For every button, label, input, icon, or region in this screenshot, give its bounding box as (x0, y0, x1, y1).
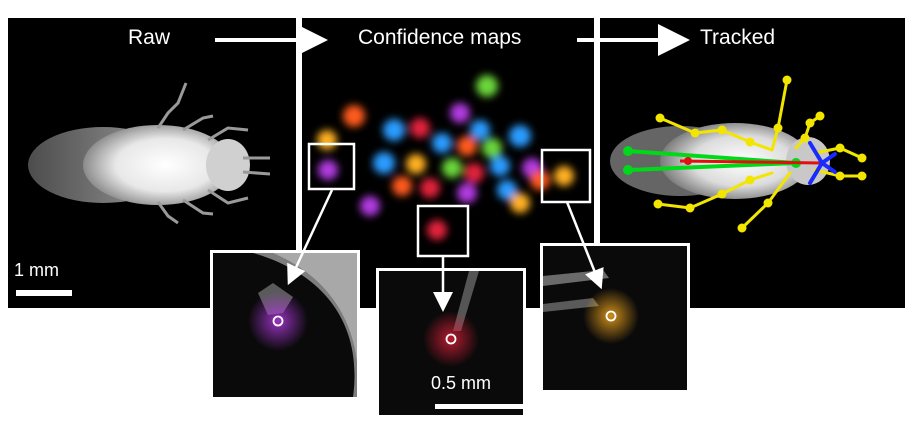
inset-left-image (213, 253, 357, 397)
scale-label-1mm: 1 mm (14, 260, 59, 281)
scale-bar-1mm (16, 290, 72, 296)
scale-label-0-5mm: 0.5 mm (431, 373, 491, 394)
scale-bar-0-5mm (435, 404, 525, 409)
inset-left-zoom (210, 250, 360, 400)
inset-right-image (543, 246, 687, 390)
confidence-maps-panel-title: Confidence maps (358, 26, 521, 50)
inset-right-zoom (540, 243, 690, 393)
raw-panel-title: Raw (128, 26, 170, 50)
tracked-panel-title: Tracked (700, 26, 775, 50)
inset-center-zoom: 0.5 mm (376, 268, 526, 418)
